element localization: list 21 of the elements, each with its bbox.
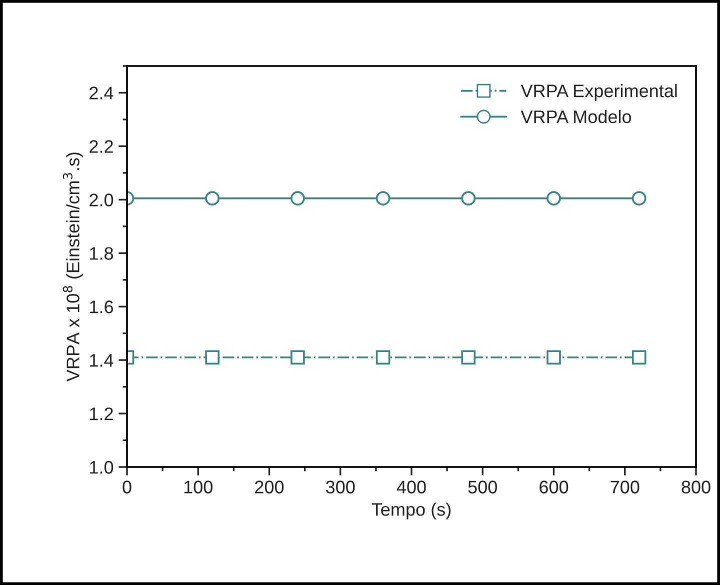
x-tick-label: 300 — [326, 480, 355, 494]
y-tick-label: 2.0 — [90, 194, 114, 206]
y-tick-label: 1.8 — [90, 247, 114, 260]
y-axis-title: VRPA x 10$^{8}$ (Einstein/cm$^{3}$.s) — [62, 152, 83, 382]
x-tick-label: 0 — [122, 480, 132, 494]
y-tick-label: 1.2 — [90, 407, 113, 420]
legend-label: VRPA Experimental — [520, 84, 677, 101]
y-tick-label: 1.6 — [90, 300, 114, 314]
y-tick-label: 1.4 — [90, 354, 114, 367]
y-tick-label: 1.0 — [90, 460, 114, 474]
x-axis-title: Tempo (s) — [372, 502, 451, 520]
x-tick-label: 200 — [255, 480, 284, 494]
y-tick-label: 2.2 — [90, 140, 113, 153]
x-tick-label: 400 — [396, 480, 426, 494]
legend-label: VRPA Modelo — [520, 110, 632, 124]
x-tick-label: 800 — [682, 480, 710, 494]
x-tick-label: 500 — [468, 480, 497, 494]
x-tick-label: 600 — [540, 480, 568, 494]
x-tick-label: 700 — [610, 480, 640, 494]
x-tick-label: 100 — [184, 480, 212, 494]
y-tick-label: 2.4 — [90, 86, 114, 100]
